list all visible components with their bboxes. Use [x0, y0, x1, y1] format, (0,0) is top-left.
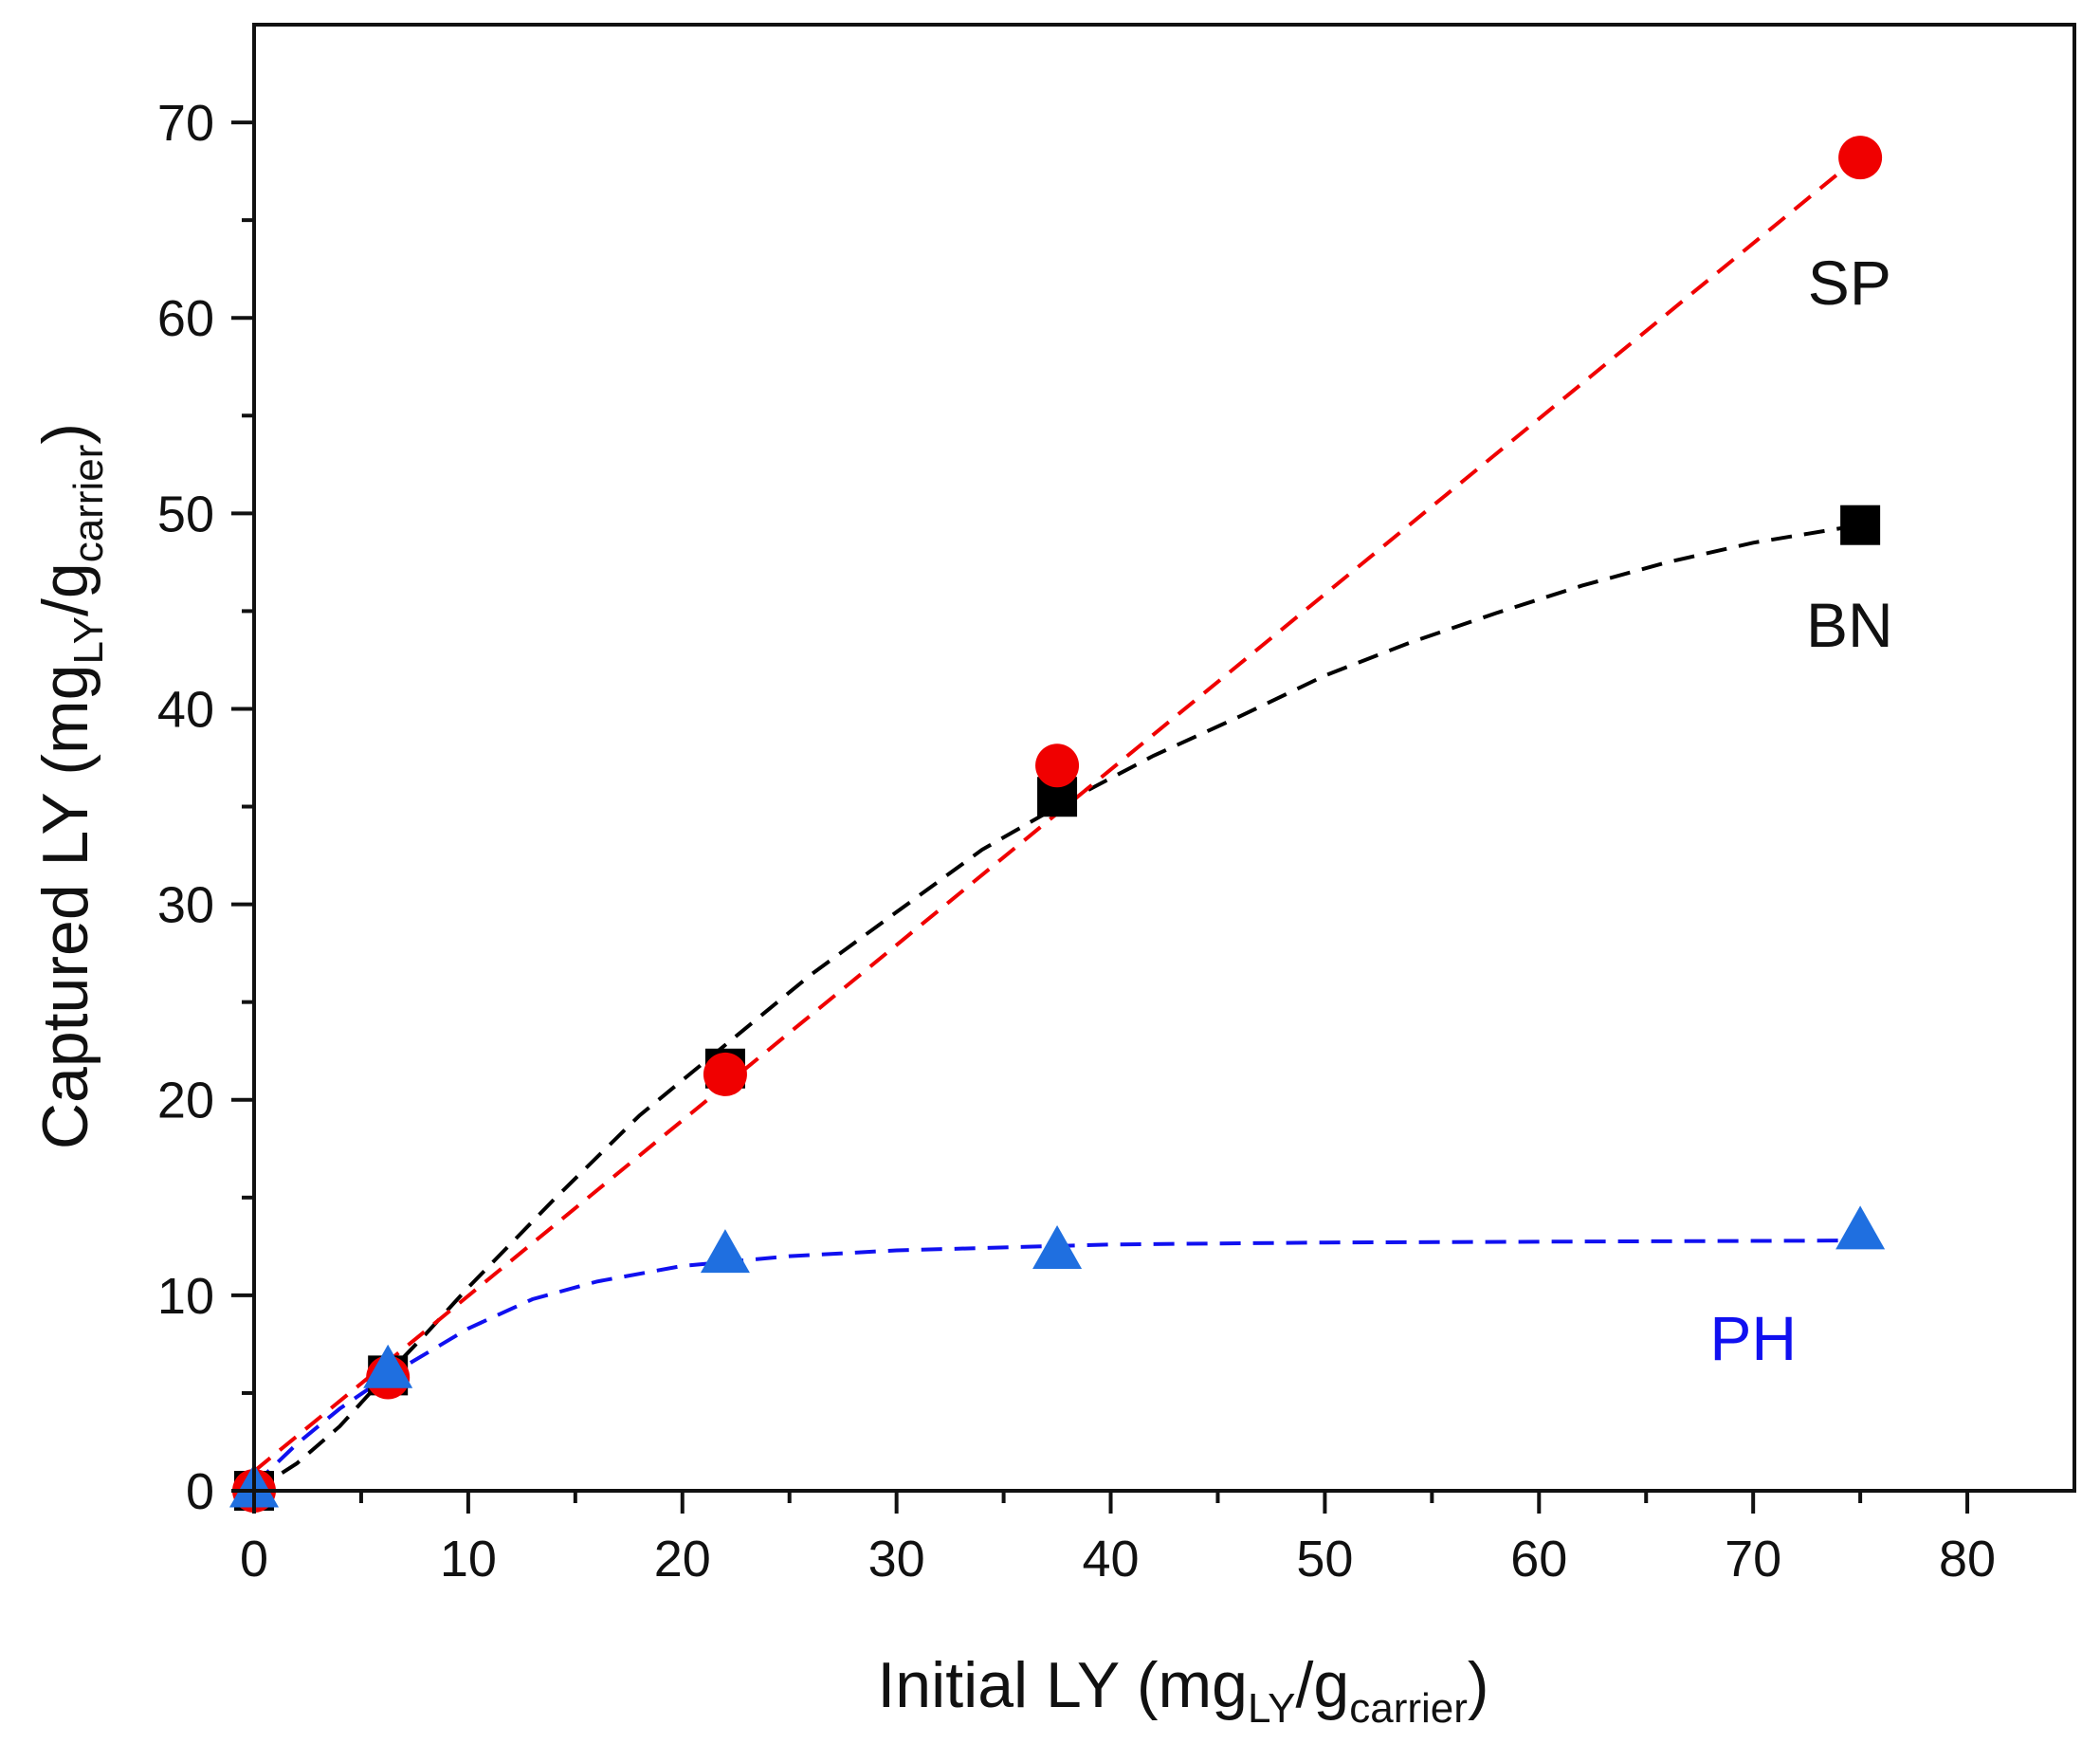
y-tick-label: 0	[186, 1463, 214, 1520]
marker-ph	[700, 1229, 750, 1274]
y-title-mid: /g	[29, 562, 101, 616]
y-tick-label: 20	[157, 1073, 214, 1129]
x-title-main: Initial LY (mg	[877, 1649, 1248, 1721]
x-title-sub-ly: LY	[1248, 1685, 1296, 1732]
marker-sp	[1838, 136, 1883, 180]
x-tick-label: 40	[1082, 1531, 1139, 1588]
plot-frame	[252, 23, 2076, 1493]
fit-lines	[252, 154, 1862, 1493]
y-tick-label: 30	[157, 877, 214, 934]
fit-line-ph	[252, 1239, 1861, 1487]
x-tick-label: 30	[868, 1531, 925, 1588]
y-axis-ticks: 0 10 20 30 40 50 60 70	[157, 95, 254, 1520]
y-tick-label: 50	[157, 486, 214, 542]
y-title-sub-ly: LY	[65, 616, 112, 665]
x-axis-ticks: 0 10 20 30 40 50 60 70 80	[240, 1491, 1996, 1588]
series-labels: BN SP PH	[1709, 248, 1892, 1373]
x-tick-label: 80	[1939, 1531, 1996, 1588]
y-tick-label: 60	[157, 290, 214, 347]
y-title-end: )	[29, 423, 101, 445]
x-title-end: )	[1468, 1649, 1489, 1721]
series-label-sp: SP	[1808, 248, 1891, 318]
series-label-bn: BN	[1806, 590, 1893, 660]
x-tick-label: 0	[240, 1531, 268, 1588]
marker-bn	[1840, 505, 1881, 545]
x-tick-label: 60	[1510, 1531, 1567, 1588]
x-tick-label: 50	[1296, 1531, 1353, 1588]
x-tick-label: 20	[654, 1531, 711, 1588]
data-markers	[229, 136, 1886, 1513]
y-title-sub-carrier: carrier	[65, 445, 112, 563]
y-tick-label: 40	[157, 681, 214, 738]
x-tick-label: 70	[1725, 1531, 1781, 1588]
marker-ph	[1835, 1205, 1886, 1250]
y-tick-label: 70	[157, 95, 214, 152]
series-label-ph: PH	[1709, 1303, 1797, 1373]
marker-ph	[363, 1344, 413, 1388]
x-axis-title: Initial LY (mgLY/gcarrier)	[877, 1649, 1488, 1732]
marker-sp	[1035, 743, 1080, 788]
marker-ph	[1032, 1224, 1083, 1269]
y-title-main: Captured LY (mg	[29, 665, 101, 1150]
x-tick-label: 10	[440, 1531, 497, 1588]
fit-line-bn	[252, 523, 1861, 1493]
x-title-sub-carrier: carrier	[1349, 1685, 1468, 1732]
y-tick-label: 10	[157, 1268, 214, 1325]
y-axis-title: Captured LY (mgLY/gcarrier)	[29, 423, 112, 1149]
x-title-mid: /g	[1296, 1649, 1350, 1721]
marker-sp	[703, 1052, 747, 1096]
